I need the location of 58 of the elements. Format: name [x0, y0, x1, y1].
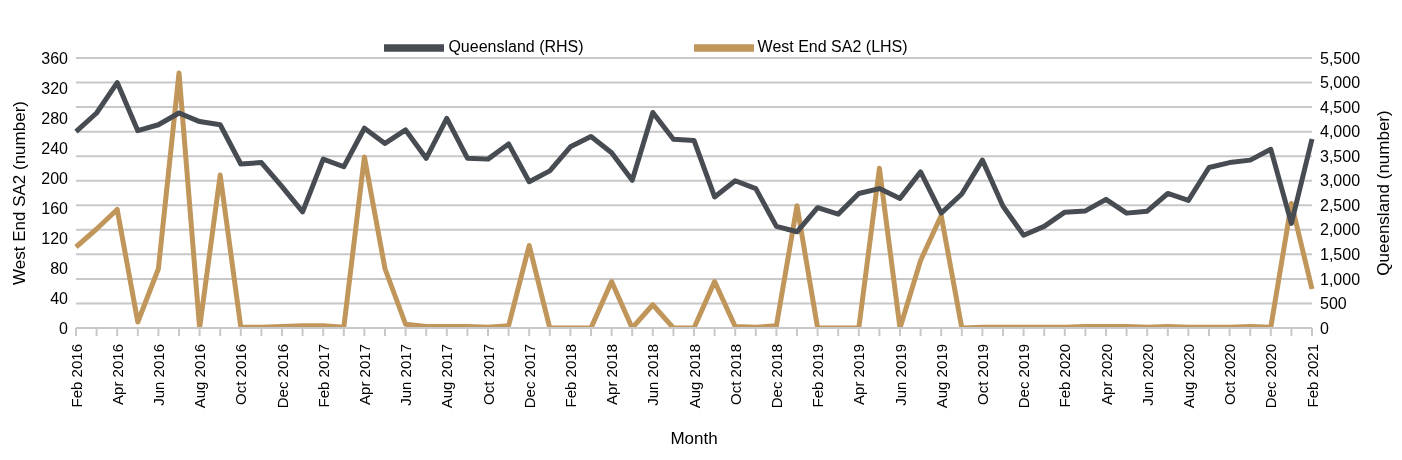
y2-tick-label: 500: [1320, 295, 1347, 313]
y-tick-label: 240: [41, 139, 69, 157]
x-tick-label: Jun 2016: [149, 344, 167, 406]
x-tick-label: Feb 2019: [809, 344, 827, 408]
y2-tick-label: 1,000: [1320, 270, 1361, 288]
x-tick-label: Apr 2016: [108, 344, 126, 405]
x-tick-label: Dec 2018: [767, 344, 785, 409]
x-tick-label: Apr 2018: [603, 344, 621, 405]
y2-tick-label: 2,000: [1320, 221, 1361, 239]
x-tick-label: Aug 2020: [1179, 344, 1197, 409]
x-tick-label: Feb 2017: [314, 344, 332, 408]
x-tick-label: Dec 2016: [273, 344, 291, 409]
y2-tick-label: 2,500: [1320, 196, 1361, 214]
x-axis-title: Month: [670, 429, 718, 448]
x-tick-label: Oct 2018: [726, 344, 744, 405]
x-tick-label: Aug 2016: [191, 344, 209, 409]
y-tick-label: 160: [41, 199, 69, 217]
x-tick-label: Oct 2016: [232, 344, 250, 405]
x-tick-label: Jun 2019: [891, 344, 909, 406]
x-tick-label: Jun 2018: [644, 344, 662, 406]
y-tick-label: 200: [41, 169, 69, 187]
x-tick-label: Oct 2017: [479, 344, 497, 405]
y2-tick-label: 5,000: [1320, 74, 1361, 92]
x-tick-label: Oct 2020: [1221, 344, 1239, 405]
y2-tick-label: 1,500: [1320, 246, 1361, 264]
x-tick-label: Feb 2018: [561, 344, 579, 408]
y-axis-title: West End SA2 (number): [10, 101, 30, 285]
x-tick-label: Feb 2021: [1303, 344, 1321, 408]
x-tick-label: Oct 2019: [973, 344, 991, 405]
x-tick-label: Apr 2017: [355, 344, 373, 405]
y2-tick-label: 5,500: [1320, 49, 1361, 67]
x-tick-label: Dec 2020: [1262, 344, 1280, 409]
x-tick-label: Dec 2017: [520, 344, 538, 409]
x-tick-label: Aug 2017: [438, 344, 456, 409]
legend-label: Queensland (RHS): [448, 38, 584, 56]
y-tick-label: 280: [41, 109, 69, 127]
y2-tick-label: 3,500: [1320, 147, 1361, 165]
y-tick-label: 0: [59, 319, 69, 337]
y-tick-label: 40: [50, 289, 69, 307]
y2-tick-label: 3,000: [1320, 172, 1361, 190]
y2-tick-label: 4,500: [1320, 98, 1361, 116]
legend-label: West End SA2 (LHS): [757, 38, 908, 56]
x-tick-label: Apr 2019: [850, 344, 868, 405]
x-tick-label: Feb 2016: [67, 344, 85, 408]
x-tick-label: Jun 2020: [1138, 344, 1156, 406]
x-tick-label: Aug 2018: [685, 344, 703, 409]
x-tick-label: Aug 2019: [932, 344, 950, 409]
y2-tick-label: 4,000: [1320, 123, 1361, 141]
x-tick-label: Jun 2017: [397, 344, 415, 406]
y2-axis-title: Queensland (number): [1374, 110, 1394, 276]
x-tick-label: Feb 2020: [1056, 344, 1074, 408]
y-tick-label: 80: [50, 259, 69, 277]
y2-tick-label: 0: [1320, 319, 1329, 337]
x-tick-label: Apr 2020: [1097, 344, 1115, 405]
y-tick-label: 360: [41, 49, 69, 67]
x-tick-label: Dec 2019: [1015, 344, 1033, 409]
y-tick-label: 120: [41, 229, 69, 247]
y-tick-label: 320: [41, 79, 69, 97]
